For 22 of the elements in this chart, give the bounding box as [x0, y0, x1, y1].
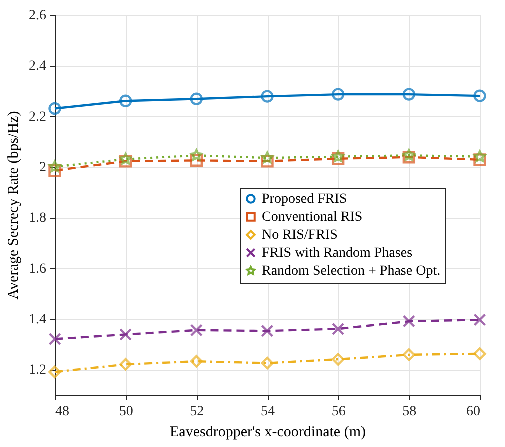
x-tick-label: 54 — [261, 404, 275, 420]
y-axis-title: Average Secrecy Rate (bps/Hz) — [6, 111, 22, 300]
y-tick-label: 1.8 — [29, 211, 46, 226]
x-tick-label: 60 — [466, 404, 480, 420]
y-tick-label: 1.2 — [29, 363, 46, 378]
legend-label: Random Selection + Phase Opt. — [262, 264, 441, 279]
y-tick-label: 1.6 — [29, 262, 46, 277]
y-tick-label: 2.4 — [29, 59, 46, 74]
legend-label: Proposed FRIS — [262, 192, 348, 207]
legend-label: Conventional RIS — [262, 210, 363, 225]
y-tick-label: 2 — [40, 160, 46, 176]
y-tick-label: 1.4 — [29, 312, 46, 328]
y-tick-label: 2.2 — [29, 110, 46, 125]
legend-label: No RIS/FRIS — [262, 228, 338, 243]
x-axis-title: Eavesdropper's x-coordinate (m) — [170, 424, 366, 440]
x-tick-label: 48 — [56, 404, 70, 420]
x-tick-label: 52 — [190, 404, 204, 420]
y-tick-label: 2.6 — [29, 8, 46, 24]
x-tick-label: 56 — [332, 404, 346, 420]
legend-label: FRIS with Random Phases — [262, 246, 413, 261]
x-tick-label: 58 — [402, 404, 417, 420]
x-tick-label: 50 — [119, 404, 134, 420]
